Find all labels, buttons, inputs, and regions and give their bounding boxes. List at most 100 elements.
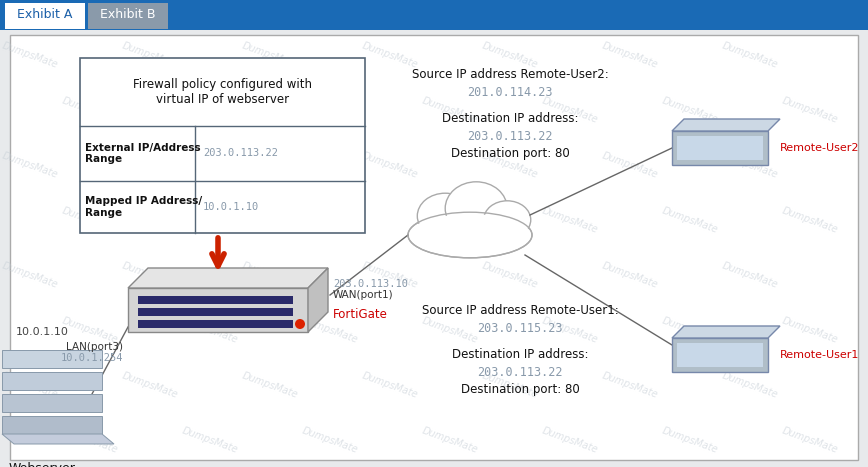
Polygon shape	[138, 308, 293, 316]
Circle shape	[295, 319, 305, 329]
Polygon shape	[138, 296, 293, 304]
Text: DumpsMate: DumpsMate	[720, 370, 779, 400]
Text: DumpsMate: DumpsMate	[481, 260, 539, 290]
Text: Remote-User1: Remote-User1	[780, 350, 859, 360]
Text: DumpsMate: DumpsMate	[300, 205, 359, 235]
Ellipse shape	[408, 212, 532, 258]
Text: DumpsMate: DumpsMate	[181, 205, 240, 235]
Text: DumpsMate: DumpsMate	[720, 260, 779, 290]
Polygon shape	[672, 338, 768, 372]
Text: DumpsMate: DumpsMate	[661, 95, 720, 125]
Text: DumpsMate: DumpsMate	[421, 315, 479, 345]
Text: Destination port: 80: Destination port: 80	[450, 147, 569, 160]
Text: DumpsMate: DumpsMate	[780, 425, 839, 455]
Text: Webserver: Webserver	[9, 461, 76, 467]
Text: DumpsMate: DumpsMate	[421, 95, 479, 125]
Text: Exhibit B: Exhibit B	[100, 8, 155, 21]
Text: DumpsMate: DumpsMate	[361, 150, 419, 180]
Text: DumpsMate: DumpsMate	[121, 260, 180, 290]
Text: DumpsMate: DumpsMate	[601, 370, 660, 400]
Text: DumpsMate: DumpsMate	[601, 40, 660, 70]
Text: DumpsMate: DumpsMate	[780, 95, 839, 125]
Polygon shape	[128, 288, 308, 332]
Text: Firewall policy configured with
virtual IP of webserver: Firewall policy configured with virtual …	[133, 78, 312, 106]
Text: Remote-User2: Remote-User2	[780, 143, 859, 153]
Text: DumpsMate: DumpsMate	[421, 425, 479, 455]
Text: DumpsMate: DumpsMate	[181, 315, 240, 345]
Text: DumpsMate: DumpsMate	[661, 315, 720, 345]
Text: DumpsMate: DumpsMate	[61, 205, 119, 235]
Text: DumpsMate: DumpsMate	[1, 150, 59, 180]
Text: DumpsMate: DumpsMate	[61, 95, 119, 125]
Text: Mapped IP Address/
Range: Mapped IP Address/ Range	[85, 196, 202, 218]
Text: DumpsMate: DumpsMate	[481, 40, 539, 70]
Text: Destination IP address:: Destination IP address:	[442, 112, 578, 125]
Text: DumpsMate: DumpsMate	[300, 425, 359, 455]
Polygon shape	[80, 58, 365, 233]
Text: DumpsMate: DumpsMate	[61, 425, 119, 455]
Text: DumpsMate: DumpsMate	[541, 315, 599, 345]
Polygon shape	[672, 131, 768, 165]
Polygon shape	[2, 350, 102, 368]
Text: Destination IP address:: Destination IP address:	[451, 347, 589, 361]
Text: DumpsMate: DumpsMate	[361, 260, 419, 290]
Text: 203.0.113.22: 203.0.113.22	[203, 149, 278, 158]
Polygon shape	[672, 326, 780, 338]
Text: DumpsMate: DumpsMate	[121, 370, 180, 400]
Text: DumpsMate: DumpsMate	[1, 260, 59, 290]
Text: DumpsMate: DumpsMate	[601, 260, 660, 290]
Text: DumpsMate: DumpsMate	[1, 40, 59, 70]
Text: DumpsMate: DumpsMate	[541, 205, 599, 235]
Text: DumpsMate: DumpsMate	[181, 425, 240, 455]
Text: 10.0.1.254: 10.0.1.254	[61, 353, 123, 363]
Text: DumpsMate: DumpsMate	[481, 150, 539, 180]
Text: DumpsMate: DumpsMate	[541, 95, 599, 125]
Text: External IP/Address
Range: External IP/Address Range	[85, 143, 201, 164]
Text: FortiGate: FortiGate	[333, 309, 388, 321]
Text: DumpsMate: DumpsMate	[661, 425, 720, 455]
Text: DumpsMate: DumpsMate	[300, 95, 359, 125]
Text: DumpsMate: DumpsMate	[421, 205, 479, 235]
Text: DumpsMate: DumpsMate	[121, 150, 180, 180]
Text: 10.0.1.10: 10.0.1.10	[16, 327, 69, 337]
Text: WAN(port1): WAN(port1)	[333, 290, 393, 300]
Polygon shape	[2, 372, 102, 390]
Text: 203.0.113.22: 203.0.113.22	[477, 366, 562, 378]
Text: DumpsMate: DumpsMate	[61, 315, 119, 345]
Polygon shape	[2, 394, 102, 412]
Text: DumpsMate: DumpsMate	[300, 315, 359, 345]
Text: DumpsMate: DumpsMate	[361, 40, 419, 70]
Text: Source IP address Remote-User2:: Source IP address Remote-User2:	[411, 69, 608, 82]
Text: 10.0.1.10: 10.0.1.10	[203, 202, 260, 212]
Polygon shape	[0, 0, 868, 30]
Text: 203.0.115.23: 203.0.115.23	[477, 321, 562, 334]
Ellipse shape	[409, 214, 531, 256]
Text: LAN(port3): LAN(port3)	[66, 342, 123, 352]
Ellipse shape	[445, 182, 507, 235]
Text: Source IP address Remote-User1:: Source IP address Remote-User1:	[422, 304, 618, 317]
Text: DumpsMate: DumpsMate	[541, 425, 599, 455]
Polygon shape	[2, 416, 102, 434]
Text: DumpsMate: DumpsMate	[481, 370, 539, 400]
Polygon shape	[10, 35, 858, 460]
Text: 201.0.114.23: 201.0.114.23	[467, 86, 553, 99]
Text: DumpsMate: DumpsMate	[240, 370, 299, 400]
Text: DumpsMate: DumpsMate	[601, 150, 660, 180]
Text: DumpsMate: DumpsMate	[181, 95, 240, 125]
Text: DumpsMate: DumpsMate	[240, 40, 299, 70]
Text: DumpsMate: DumpsMate	[240, 150, 299, 180]
Text: 203.0.113.22: 203.0.113.22	[467, 129, 553, 142]
Text: DumpsMate: DumpsMate	[361, 370, 419, 400]
Polygon shape	[677, 136, 763, 160]
Text: Destination port: 80: Destination port: 80	[461, 383, 579, 396]
Text: DumpsMate: DumpsMate	[1, 370, 59, 400]
Polygon shape	[308, 268, 328, 332]
Text: DumpsMate: DumpsMate	[720, 40, 779, 70]
Text: DumpsMate: DumpsMate	[780, 315, 839, 345]
Polygon shape	[128, 268, 328, 288]
Text: DumpsMate: DumpsMate	[720, 150, 779, 180]
Polygon shape	[138, 320, 293, 328]
Polygon shape	[88, 3, 168, 29]
Text: DumpsMate: DumpsMate	[780, 205, 839, 235]
Ellipse shape	[483, 201, 530, 239]
